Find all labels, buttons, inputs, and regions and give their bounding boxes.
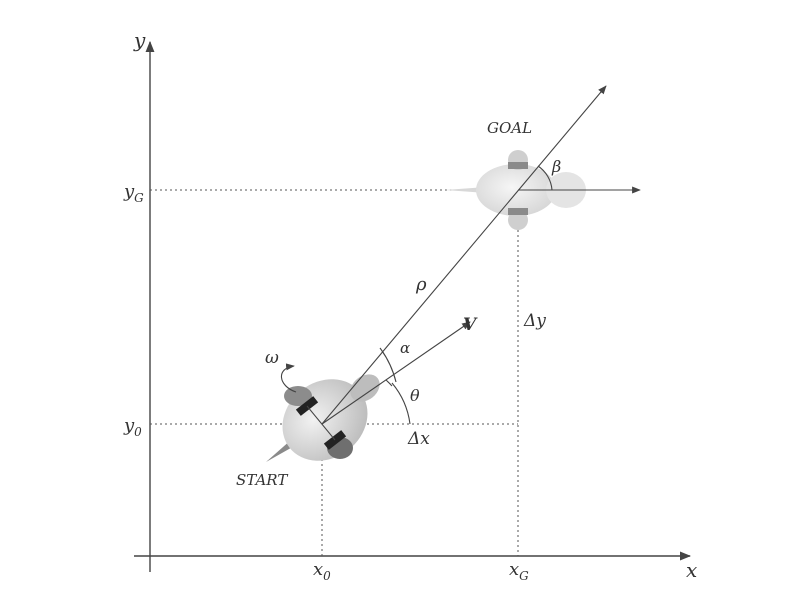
alpha-arc-outer: [379, 347, 397, 383]
omega-label: ω: [265, 348, 279, 368]
goal-label: GOAL: [487, 119, 532, 137]
delta-y-label: Δy: [523, 311, 546, 331]
rho-line: [321, 85, 607, 425]
delta-x-label: Δx: [407, 429, 430, 449]
velocity-label: V: [463, 315, 478, 335]
goal-wheel-top: [508, 162, 528, 169]
alpha-label: α: [400, 339, 410, 357]
x-axis-label: x: [686, 558, 697, 582]
rho-label: ρ: [415, 274, 427, 295]
omega-rotation-arrow: [280, 363, 297, 393]
start-label: START: [236, 471, 288, 489]
beta-label: β: [551, 157, 561, 176]
goal-robot: [445, 150, 586, 230]
theta-arc: [391, 382, 411, 425]
tick-y0: y0: [123, 415, 142, 439]
velocity-vector: [321, 321, 471, 425]
goal-wheel-bottom: [508, 208, 528, 215]
beta-arc: [537, 165, 553, 191]
tick-x0: x0: [313, 559, 331, 583]
y-axis-label: y: [133, 28, 146, 52]
alpha-arc: [385, 379, 393, 387]
theta-label: θ: [410, 386, 420, 405]
tick-xG: xG: [509, 559, 529, 583]
tick-yG: yG: [123, 181, 144, 205]
